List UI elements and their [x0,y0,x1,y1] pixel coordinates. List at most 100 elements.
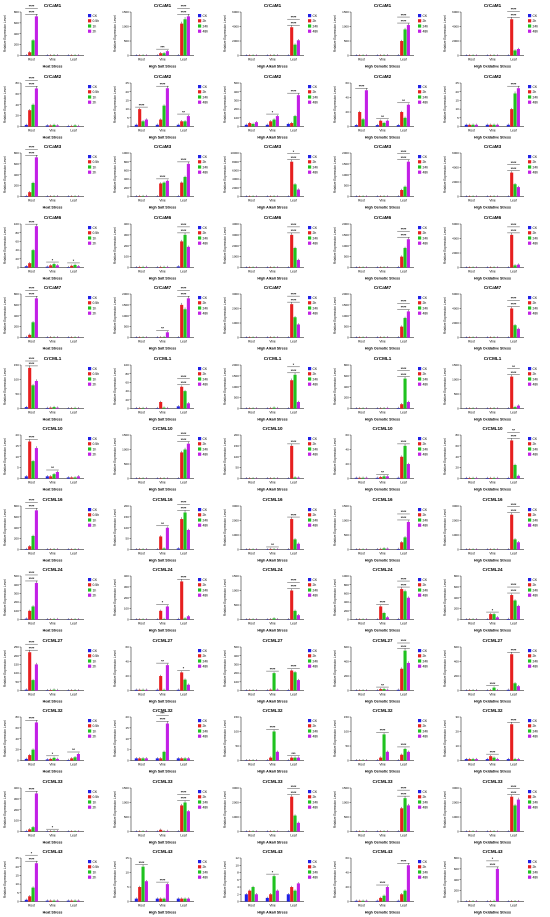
sig-marker: **** [29,436,35,440]
legend-label: 2h [92,453,96,457]
bar-leaf-s2 [293,611,297,620]
legend-label: CK [202,367,207,371]
panel-title: CrCML1 [264,356,282,361]
y-tick-label: 400 [344,601,349,605]
bar-root-s3 [34,863,38,902]
panel-title: CrCaM6 [484,215,502,220]
panel-title: CrCaM7 [374,285,392,290]
bar-vine-s3 [385,887,389,902]
y-axis-label: Relative Expression Level [113,227,117,264]
sig-marker: * [293,363,295,367]
legend-swatch [527,160,532,164]
stress-label: High Salt Stress [149,206,176,210]
y-tick-label: 100 [344,730,349,734]
bar-vine-s3 [495,869,499,902]
sig-marker: **** [181,432,187,436]
x-tick-label: Vine [269,622,276,626]
bar-root-s2 [251,887,255,902]
y-tick-label: 0 [347,830,349,834]
bar-vine-s2 [492,614,496,620]
sig-marker: **** [270,726,276,730]
bar-vine-s2 [272,876,276,902]
y-tick-label: 0 [237,54,239,58]
sig-marker: * [272,871,274,875]
stress-label: High Osmotic Stress [365,699,400,703]
sig-marker: **** [401,516,407,520]
legend-swatch [307,664,312,668]
x-tick-label: Leaf [400,551,406,555]
legend-swatch [87,382,92,386]
stress-label: High Alkali Stress [257,911,287,915]
stress-label: Heat Stress [43,417,63,421]
x-tick-label: Root [28,340,35,344]
x-tick-label: Vine [159,410,166,414]
legend-label: 48h [422,735,428,739]
y-axis-label: Relative Expression Level [223,509,227,546]
x-tick-label: Root [138,622,145,626]
x-tick-label: Leaf [70,833,76,837]
y-tick-label: 2000 [232,801,239,805]
legend-swatch [527,29,532,33]
y-tick-label: 2000 [232,186,239,190]
bar-leaf-s1 [400,256,404,268]
y-tick-label: 100 [124,526,129,530]
legend-swatch [87,241,92,245]
x-tick-label: Vine [159,622,166,626]
x-tick-label: Vine [269,340,276,344]
legend-label: 1h [92,377,96,381]
legend-swatch [197,865,202,869]
y-tick-label: 1500 [342,233,349,237]
legend-label: 48h [312,29,318,33]
bar-leaf-s2 [403,650,407,691]
x-tick-label: Leaf [400,269,406,273]
bar-root-s1 [468,478,472,479]
y-tick-label: 40 [15,102,19,106]
sig-marker: **** [139,103,145,107]
panel-title: CrCML1 [484,356,502,361]
bar-root-s3 [34,448,38,479]
legend-swatch [417,734,422,739]
y-tick-label: 150 [124,515,129,519]
legend-label: 24h [312,236,318,240]
bar-root-s0 [24,265,28,268]
bar-leaf-s2 [293,758,297,761]
bar-leaf-s2 [293,539,297,550]
legend-label: 48h [422,312,428,316]
legend-label: 48h [312,171,318,175]
x-tick-label: Leaf [180,128,186,132]
y-tick-label: 5 [17,466,19,470]
panel-title: CrCaM7 [154,285,172,290]
legend-swatch [87,583,92,587]
bar-root-s0 [464,478,468,479]
y-axis-label: Relative Expression Level [223,791,227,828]
y-tick-label: 2000 [342,292,349,296]
bar-vine-s0 [485,124,489,127]
bar-root-s2 [471,759,475,761]
legend-swatch [527,795,532,799]
sig-marker: **** [511,719,517,723]
bar-root-s2 [31,679,35,691]
legend-swatch [417,94,422,99]
x-tick-label: Root [468,199,475,203]
legend-swatch [527,648,532,653]
legend-swatch [307,578,312,582]
legend-swatch [87,507,92,511]
y-axis-label: Relative Expression Level [3,791,7,828]
bar-leaf-s3 [296,401,300,409]
x-tick-label: Leaf [180,904,186,908]
bar-vine-s3 [165,51,169,56]
bar-vine-s3 [165,87,169,127]
x-tick-label: Leaf [70,410,76,414]
legend-swatch [527,734,532,739]
bar-root-s3 [144,881,148,902]
bar-vine-s2 [382,476,386,479]
y-tick-label: 1000 [342,801,349,805]
x-tick-label: Root [468,551,475,555]
